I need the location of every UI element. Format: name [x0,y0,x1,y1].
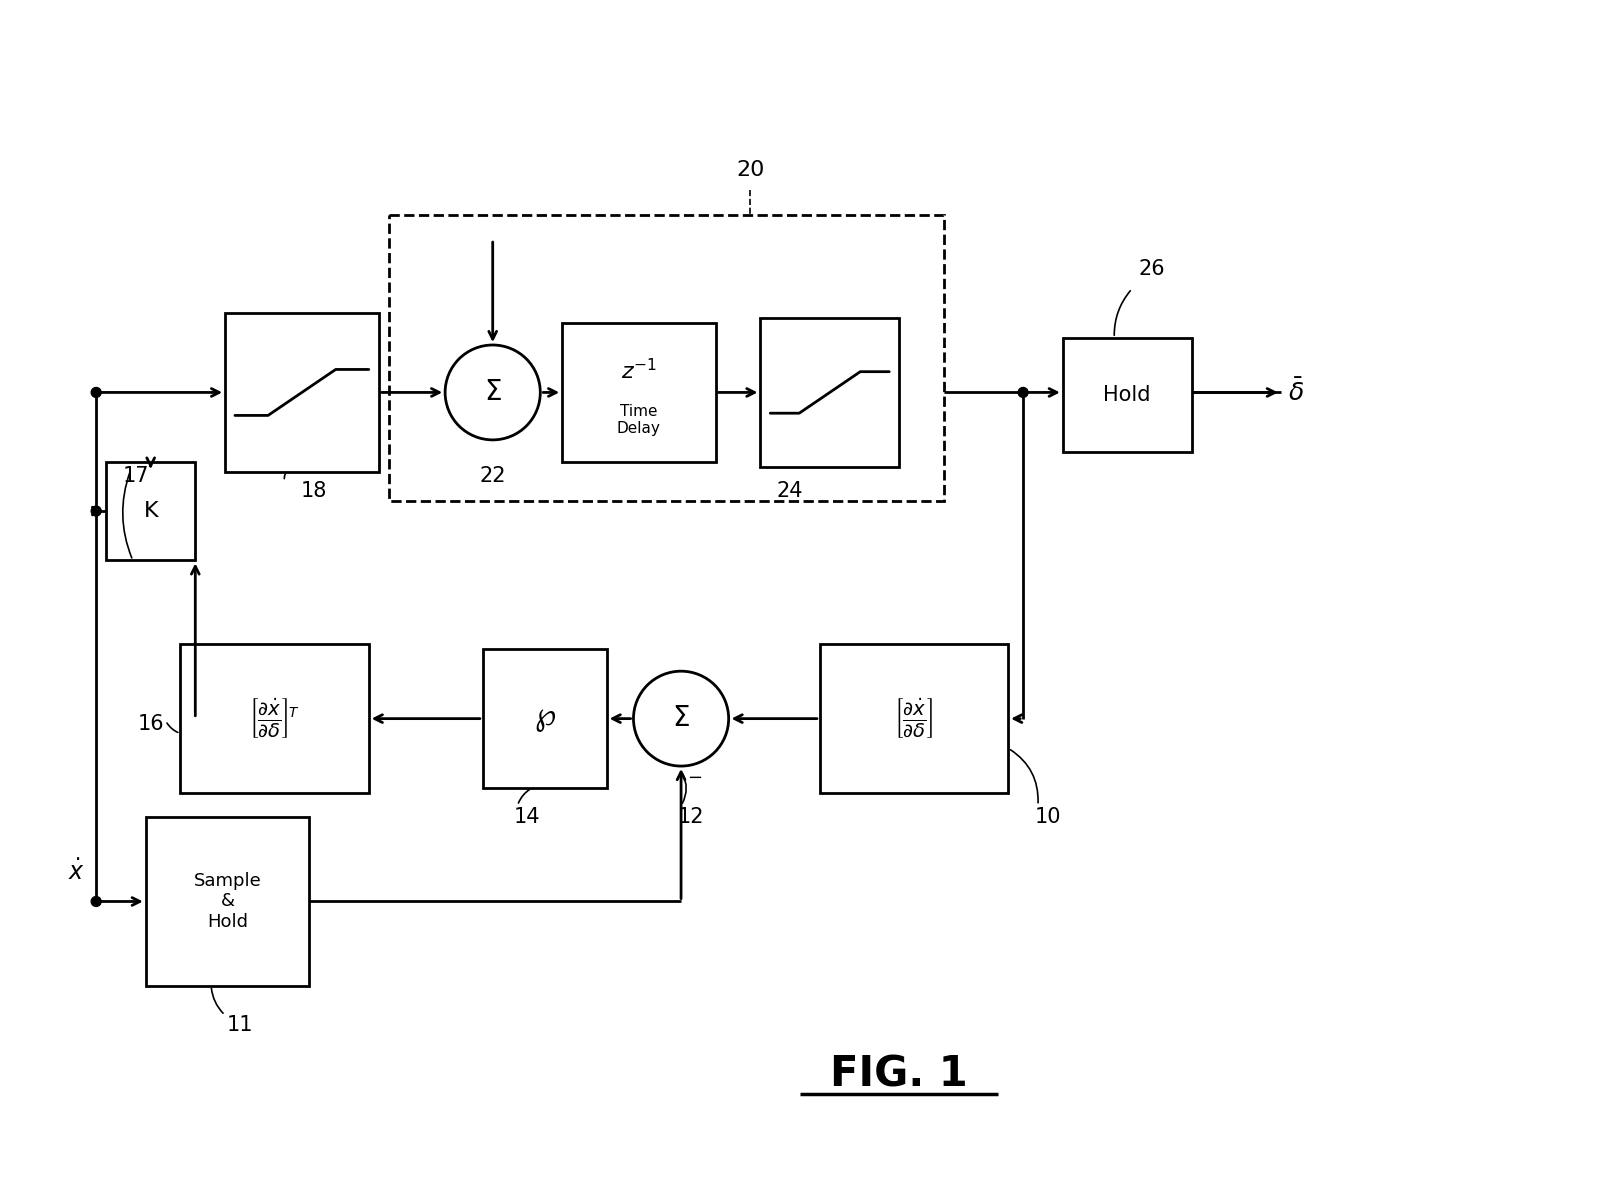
Text: 20: 20 [737,160,764,180]
Bar [106,462,196,560]
Text: Hold: Hold [1103,385,1151,405]
Text: $\Sigma$: $\Sigma$ [483,379,502,406]
Text: 11: 11 [226,1014,254,1035]
Text: −: − [687,769,703,787]
Text: $\bar{\delta}$: $\bar{\delta}$ [1287,379,1303,406]
Text: 24: 24 [777,481,804,501]
Text: 17: 17 [122,466,149,487]
Text: FIG. 1: FIG. 1 [830,1053,968,1095]
Text: 14: 14 [514,808,541,827]
Text: 18: 18 [302,481,327,501]
Text: 10: 10 [1035,808,1061,827]
Text: $\left[\dfrac{\partial\dot{x}}{\partial\delta}\right]^{\!T}$: $\left[\dfrac{\partial\dot{x}}{\partial\… [249,697,300,740]
Bar [761,319,899,466]
Text: 12: 12 [677,808,705,827]
Text: $\wp$: $\wp$ [534,703,555,734]
Text: $z^{-1}$: $z^{-1}$ [621,359,656,385]
Circle shape [445,345,541,440]
Circle shape [91,506,101,516]
Circle shape [91,387,101,398]
Bar [820,644,1008,793]
Text: Sample
&
Hold: Sample & Hold [194,871,262,932]
Bar [483,649,607,787]
Text: 22: 22 [480,466,506,487]
Text: $\left[\dfrac{\partial\dot{x}}{\partial\delta}\right]$: $\left[\dfrac{\partial\dot{x}}{\partial\… [894,697,934,740]
Text: $\dot{x}$: $\dot{x}$ [67,859,85,885]
Text: $\Sigma$: $\Sigma$ [672,706,690,732]
Circle shape [634,671,729,766]
Circle shape [91,897,101,906]
Text: 16: 16 [138,714,164,733]
Text: K: K [143,501,157,520]
Circle shape [1018,387,1029,398]
Bar [562,323,716,462]
Bar [388,214,944,501]
Text: Time
Delay: Time Delay [616,404,661,436]
Bar [180,644,369,793]
Bar [225,314,379,471]
Bar [146,817,310,986]
Text: 26: 26 [1138,258,1165,279]
Bar [1063,338,1191,452]
